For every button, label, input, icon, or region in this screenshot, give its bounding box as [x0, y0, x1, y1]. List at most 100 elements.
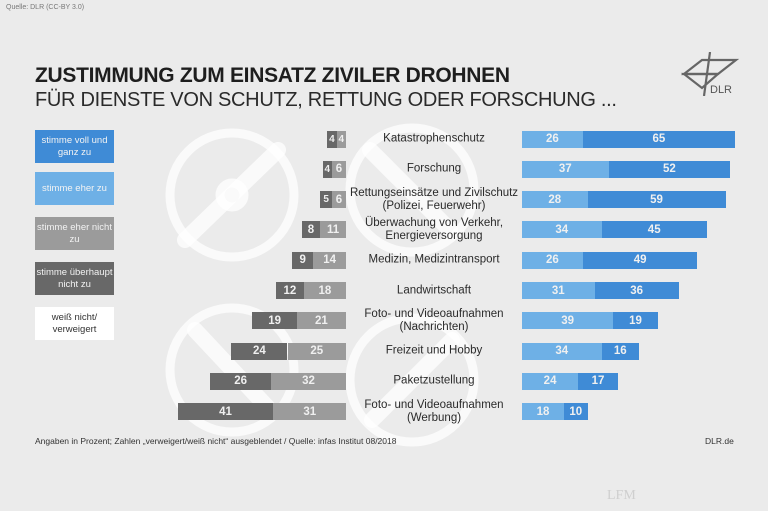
- bar-ueberhaupt-nicht: 9: [292, 251, 314, 269]
- category-label: Rettungseinsätze und Zivilschutz (Polizei…: [346, 187, 522, 213]
- data-label: 6: [335, 163, 343, 176]
- category-label-line: Forschung: [406, 162, 462, 175]
- data-label: 19: [268, 314, 282, 327]
- data-label: 18: [318, 284, 332, 297]
- source-note: Quelle: DLR (CC-BY 3.0): [6, 4, 85, 11]
- data-label: 52: [663, 163, 676, 176]
- category-label-line: (Werbung): [406, 411, 462, 424]
- category-label: Freizeit und Hobby: [346, 345, 522, 358]
- bar-stimme-eher: 26: [522, 130, 583, 148]
- data-label: 31: [303, 405, 317, 418]
- bar-stimme-eher: 39: [522, 312, 614, 330]
- category-label-line: Landwirtschaft: [396, 284, 472, 296]
- data-label: 8: [307, 223, 315, 236]
- data-label: 4: [324, 163, 331, 175]
- category-label-line: Foto- und Videoaufnahmen: [364, 398, 504, 411]
- data-label: 11: [327, 223, 340, 236]
- category-label-line: Katastrophenschutz: [383, 132, 485, 145]
- data-label: 32: [302, 375, 315, 388]
- bar-stimme-eher: 24: [522, 372, 579, 390]
- bar-eher-nicht: 11: [320, 221, 346, 239]
- legend-eher-nicht: stimme eher nicht zu: [35, 217, 114, 250]
- category-label: Foto- und Videoaufnahmen (Nachrichten): [346, 308, 522, 334]
- data-label: 41: [219, 405, 232, 418]
- logo-text: DLR: [710, 84, 733, 96]
- data-label: 4: [329, 133, 335, 145]
- footnote: Angaben in Prozent; Zahlen „verweigert/w…: [35, 436, 397, 446]
- bar-ueberhaupt-nicht: 4: [322, 160, 332, 178]
- bar-stimme-eher: 34: [522, 221, 602, 239]
- bar-stimme-eher: 26: [522, 251, 583, 269]
- bar-stimme-eher: 28: [522, 191, 588, 209]
- data-label: 19: [629, 314, 642, 327]
- data-label: 34: [555, 345, 569, 358]
- category-label-line: Freizeit und Hobby: [385, 344, 483, 357]
- data-label: 24: [253, 345, 266, 358]
- category-label: Forschung: [346, 163, 522, 176]
- category-label: Landwirtschaft: [346, 284, 522, 297]
- legend-ueberhaupt-nicht: stimme überhaupt nicht zu: [35, 262, 114, 295]
- category-label-line: Paketzustellung: [393, 374, 475, 387]
- bar-stimme-voll: 16: [601, 342, 639, 360]
- bar-stimme-voll: 49: [582, 251, 698, 269]
- chart-subtitle: FÜR DIENSTE VON SCHUTZ, RETTUNG ODER FOR…: [35, 89, 617, 111]
- bar-eher-nicht: 4: [336, 130, 346, 148]
- data-label: 5: [323, 194, 329, 206]
- category-label-line: Medizin, Medizintransport: [368, 253, 500, 266]
- legend-label: weiß nicht/ verweigert: [51, 311, 98, 335]
- bar-ueberhaupt-nicht: 24: [231, 342, 288, 360]
- bar-stimme-voll: 19: [613, 312, 658, 330]
- data-label: 6: [335, 193, 343, 206]
- data-label: 26: [546, 254, 559, 267]
- category-label-line: Foto- und Videoaufnahmen: [364, 307, 504, 320]
- data-label: 21: [315, 314, 328, 327]
- data-label: 25: [310, 345, 324, 358]
- category-label-line: (Nachrichten): [399, 320, 469, 333]
- watermark: LFM: [607, 488, 636, 503]
- bar-ueberhaupt-nicht: 8: [301, 221, 321, 239]
- bar-ueberhaupt-nicht: 4: [327, 130, 337, 148]
- category-label-line: Überwachung von Verkehr,: [364, 216, 504, 229]
- bar-ueberhaupt-nicht: 5: [320, 191, 332, 209]
- data-label: 9: [299, 254, 306, 267]
- data-label: 18: [536, 405, 550, 418]
- bar-stimme-voll: 52: [608, 160, 731, 178]
- data-label: 65: [652, 133, 666, 145]
- category-label: Paketzustellung: [346, 375, 522, 388]
- bar-stimme-voll: 65: [582, 130, 735, 148]
- bar-ueberhaupt-nicht: 26: [210, 372, 272, 390]
- legend-label: stimme überhaupt nicht zu: [36, 266, 113, 290]
- bar-ueberhaupt-nicht: 41: [177, 403, 274, 421]
- bar-eher-nicht: 32: [271, 372, 346, 390]
- bar-stimme-voll: 17: [578, 372, 618, 390]
- bar-stimme-eher: 34: [522, 342, 602, 360]
- bar-eher-nicht: 25: [287, 342, 346, 360]
- data-label: 39: [561, 314, 575, 327]
- bar-ueberhaupt-nicht: 12: [275, 282, 304, 299]
- data-label: 59: [650, 193, 663, 206]
- data-label: 49: [633, 254, 647, 267]
- legend-stimme-voll: stimme voll und ganz zu: [35, 130, 114, 163]
- legend-label: stimme voll und ganz zu: [41, 134, 108, 158]
- bar-stimme-voll: 10: [564, 403, 588, 421]
- category-label-line: Rettungseinsätze und Zivilschutz: [349, 186, 519, 199]
- dlr-logo-icon: [680, 52, 740, 96]
- legend-label: stimme eher nicht zu: [37, 221, 112, 245]
- category-label: Katastrophenschutz: [346, 133, 522, 146]
- bar-stimme-voll: 45: [601, 221, 707, 239]
- data-label: 34: [555, 223, 569, 236]
- data-label: 36: [630, 284, 644, 297]
- data-label: 4: [338, 133, 345, 145]
- data-label: 17: [591, 375, 605, 388]
- bar-stimme-voll: 36: [594, 282, 679, 299]
- bar-eher-nicht: 6: [331, 191, 346, 209]
- bar-stimme-eher: 31: [522, 282, 595, 299]
- category-label-line: Energieversorgung: [385, 229, 483, 242]
- bar-eher-nicht: 6: [331, 160, 346, 178]
- data-label: 26: [546, 133, 559, 145]
- category-label: Medizin, Medizintransport: [346, 254, 522, 267]
- data-label: 24: [543, 375, 557, 388]
- bar-eher-nicht: 18: [303, 282, 346, 299]
- bar-stimme-eher: 18: [522, 403, 565, 421]
- bar-ueberhaupt-nicht: 19: [252, 312, 297, 330]
